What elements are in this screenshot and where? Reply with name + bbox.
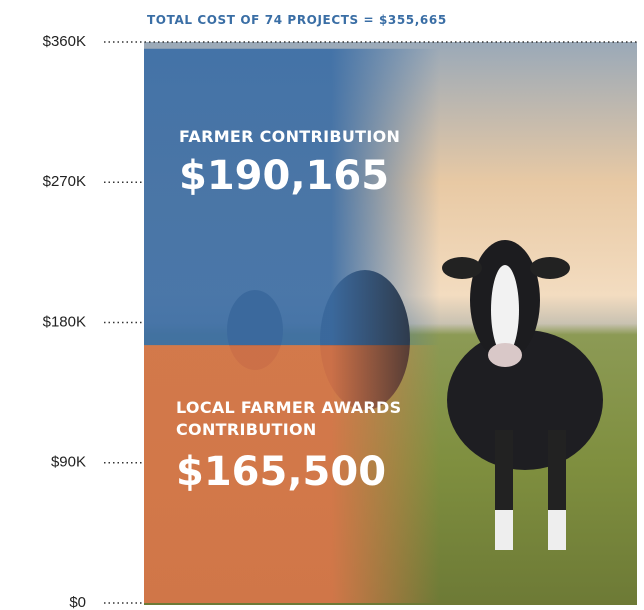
segment-name: LOCAL FARMER AWARDS CONTRIBUTION <box>176 397 426 441</box>
y-tick-label: $0 <box>69 594 86 610</box>
segment-value: $190,165 <box>179 154 389 198</box>
chart: TOTAL COST OF 74 PROJECTS = $355,665 $0 $9… <box>0 0 644 610</box>
segment-value: $165,500 <box>176 450 386 494</box>
segment-name: FARMER CONTRIBUTION <box>179 126 439 148</box>
y-tick-label: $270K <box>43 173 86 190</box>
y-tick-label: $180K <box>43 313 86 330</box>
infographic: TOTAL COST OF 74 PROJECTS = $355,665 $0 $9… <box>0 0 644 610</box>
chart-title: TOTAL COST OF 74 PROJECTS = $355,665 <box>147 13 447 27</box>
y-tick-label: $360K <box>43 33 86 50</box>
y-tick-label: $90K <box>51 454 86 471</box>
